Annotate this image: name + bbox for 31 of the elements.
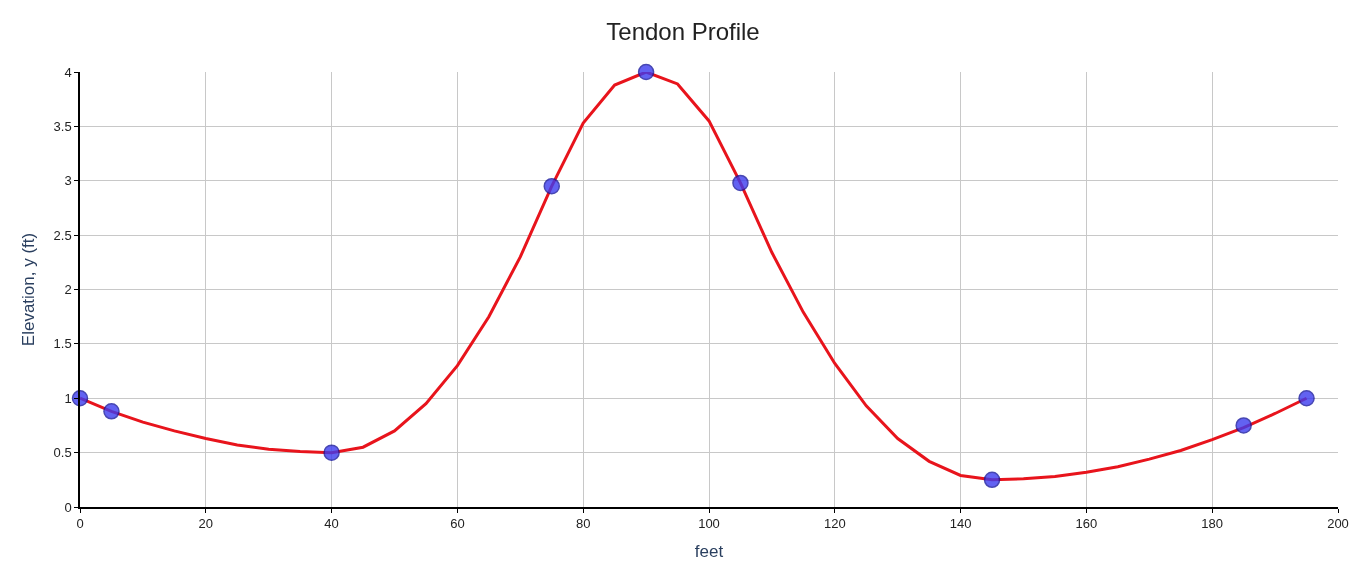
chart-title: Tendon Profile: [606, 17, 760, 45]
y-tick-label: 1: [64, 390, 72, 406]
point: [637, 63, 655, 81]
x-tick-label: 180: [1201, 516, 1224, 532]
x-tick-label: 80: [575, 516, 591, 532]
y-tick-label: 4: [64, 64, 72, 80]
point: [1235, 417, 1252, 434]
point: [983, 471, 1001, 489]
point: [1298, 390, 1315, 407]
x-tick-label: 20: [198, 516, 214, 532]
x-tick-label: 160: [1075, 516, 1098, 532]
y-tick-label: 1.5: [53, 336, 72, 352]
point: [103, 403, 120, 420]
x-tick-label: 100: [698, 516, 720, 532]
point: [543, 177, 560, 195]
y-tick-label: 0.5: [53, 445, 72, 461]
x-tick-label: 200: [1327, 516, 1349, 532]
y-tick-label: 2: [64, 282, 72, 298]
y-tick-label: 0: [64, 499, 72, 515]
x-tick-label: 0: [76, 516, 84, 532]
x-tick-label: 40: [324, 516, 339, 532]
x-tick-label: 120: [823, 516, 846, 532]
x-tick-label: 60: [450, 516, 465, 532]
y-tick-label: 3: [64, 173, 72, 189]
y-tick-label: 3.5: [53, 118, 72, 134]
x-tick-label: 140: [949, 516, 972, 532]
y-tick-label: 2.5: [53, 227, 72, 243]
point: [323, 444, 340, 461]
point: [732, 174, 749, 192]
y-axis-title: Elevation, y (ft): [18, 232, 38, 347]
x-axis-title: feet: [694, 542, 724, 562]
